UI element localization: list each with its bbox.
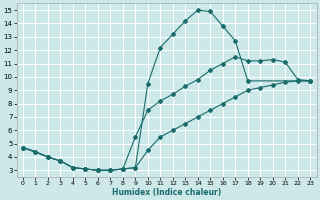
X-axis label: Humidex (Indice chaleur): Humidex (Indice chaleur) xyxy=(112,188,221,197)
